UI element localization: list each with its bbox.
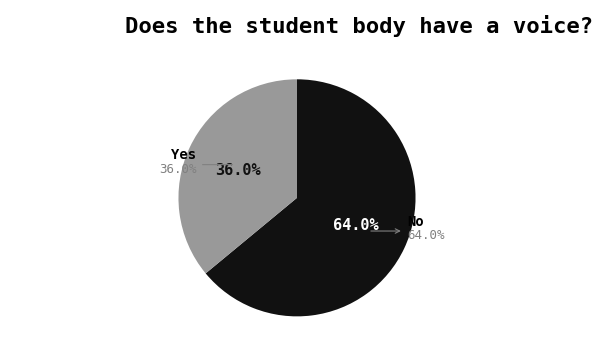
Text: Yes: Yes: [171, 148, 196, 162]
Wedge shape: [206, 79, 416, 316]
Text: 36.0%: 36.0%: [215, 162, 261, 178]
Text: 36.0%: 36.0%: [159, 163, 196, 176]
Text: 64.0%: 64.0%: [333, 218, 379, 233]
Text: No: No: [407, 214, 424, 229]
Text: 64.0%: 64.0%: [407, 229, 445, 242]
Wedge shape: [178, 79, 297, 273]
Text: Does the student body have a voice?: Does the student body have a voice?: [125, 15, 593, 37]
